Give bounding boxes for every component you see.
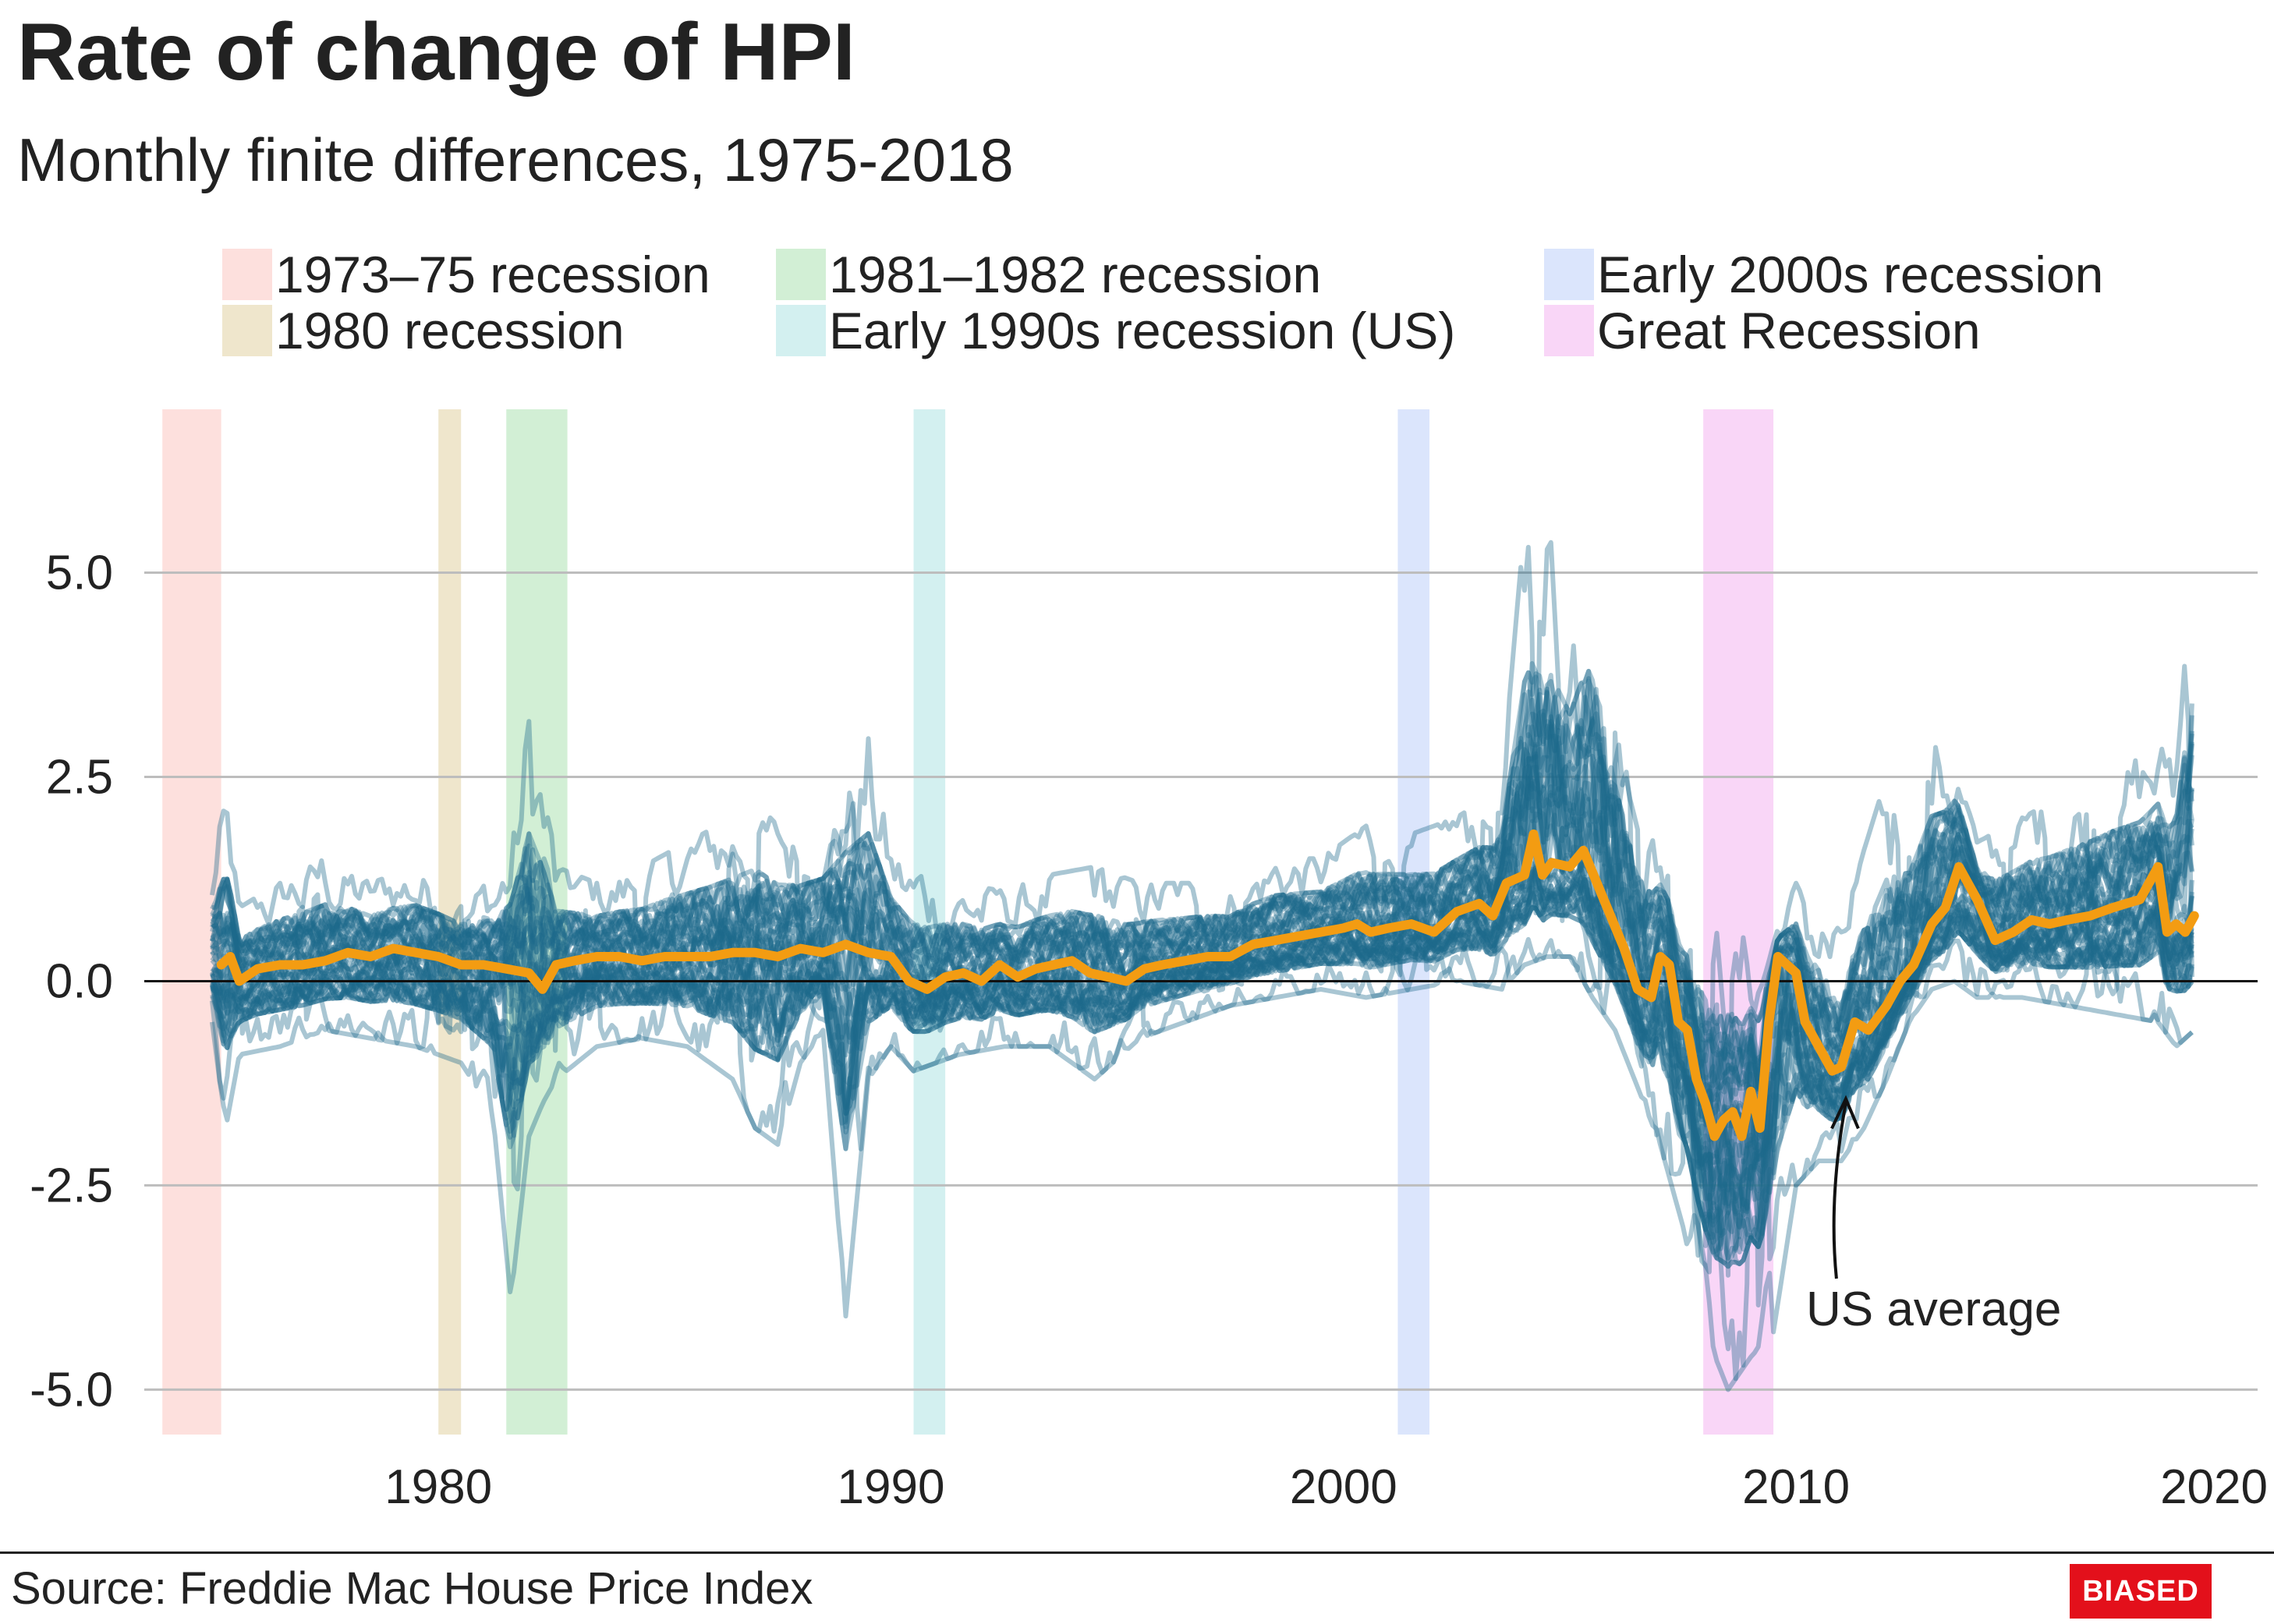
x-tick-label: 1990 [838, 1460, 945, 1514]
x-tick-label: 2020 [2160, 1460, 2268, 1514]
state-series-line [210, 661, 2194, 1092]
legend-item: 1973–75 recession [222, 246, 710, 303]
legend-swatch [776, 249, 826, 300]
state-series-line [210, 863, 2194, 1215]
state-series-line [210, 936, 2194, 1392]
state-series-line [210, 673, 2194, 1141]
recession-band [913, 409, 946, 1435]
state-series-line [211, 695, 2194, 1097]
state-series-line [211, 868, 2194, 1229]
legend-swatch [776, 305, 826, 356]
state-series-line [210, 861, 2194, 1233]
state-series-line [210, 747, 2194, 1120]
state-series-line [210, 670, 2194, 1035]
state-series-line [210, 897, 2194, 1269]
x-tick-label: 2000 [1290, 1460, 1397, 1514]
legend-label: Early 1990s recession (US) [829, 302, 1456, 359]
state-series-line [211, 668, 2194, 1076]
state-series-line [210, 890, 2194, 1258]
recession-band [1703, 409, 1774, 1435]
state-series-line [210, 724, 2194, 1116]
publisher-logo: BIASED [2070, 1564, 2212, 1619]
hpi-chart: 5.0 2.5 0.0 -2.5 -5.0 1980 1990 2000 2010 2020 U… [30, 409, 2268, 1514]
state-series-line [210, 690, 2194, 1141]
legend-item: Early 2000s recession [1544, 246, 2103, 303]
legend-swatch [1544, 305, 1594, 356]
state-series-line [210, 869, 2194, 1255]
legend-swatch [1544, 249, 1594, 300]
state-series-line [210, 862, 2194, 1250]
legend-item: 1981–1982 recession [776, 246, 1321, 303]
state-series-line [210, 540, 2194, 1278]
annotation-label: US average [1806, 1283, 2061, 1336]
chart-title: Rate of change of HPI [17, 7, 855, 97]
legend: 1973–75 recession 1980 recession 1981–1982… [0, 0, 2274, 374]
state-series-line [210, 848, 2194, 1208]
state-series-line [210, 712, 2194, 1095]
state-series-line [211, 882, 2194, 1267]
legend-label: 1980 recession [275, 302, 625, 359]
state-series-line [210, 859, 2194, 1214]
state-series-line [211, 686, 2194, 1106]
legend-label: Early 2000s recession [1597, 246, 2104, 303]
state-series-line [210, 780, 2192, 1169]
source-note: Source: Freddie Mac House Price Index [11, 1563, 813, 1614]
legend-item: Early 1990s recession (US) [776, 302, 1456, 359]
y-tick-label: 5.0 [46, 547, 113, 600]
legend-item: Great Recession [1544, 302, 1981, 359]
legend-item: 1980 recession [222, 302, 625, 359]
recession-band [438, 409, 462, 1435]
footer-rule [0, 1551, 2274, 1554]
recession-band [506, 409, 568, 1435]
annotation-arrow [1832, 1102, 1847, 1279]
legend-label: 1981–1982 recession [829, 246, 1322, 303]
chart-subtitle: Monthly finite differences, 1975-2018 [17, 126, 1014, 194]
y-tick-label: -5.0 [30, 1363, 113, 1417]
state-series-line [211, 773, 2194, 1159]
state-series-line [210, 885, 2194, 1264]
state-series-line [210, 708, 2194, 1109]
y-tick-label: 0.0 [46, 954, 113, 1008]
legend-swatch [222, 305, 272, 356]
state-series-line [210, 874, 2194, 1236]
legend-label: Great Recession [1597, 302, 1981, 359]
state-series-line [210, 681, 2194, 1100]
state-series-line [211, 857, 2194, 1217]
x-tick-label: 1980 [384, 1460, 492, 1514]
state-series-line [211, 695, 2194, 1084]
y-tick-label: -2.5 [30, 1159, 113, 1212]
state-series-line [210, 742, 2194, 1382]
y-tick-label: 2.5 [46, 751, 113, 805]
x-tick-label: 2010 [1742, 1460, 1850, 1514]
state-series-line [211, 886, 2194, 1269]
legend-swatch [222, 249, 272, 300]
annotation-arrowhead [1830, 1095, 1860, 1130]
state-series-line [210, 797, 2194, 1190]
state-series-line [210, 892, 2193, 1265]
state-series-line [210, 861, 2194, 1209]
us-average-line [216, 829, 2199, 1141]
legend-label: 1973–75 recession [275, 246, 710, 303]
state-series-line [210, 844, 2194, 1201]
recession-band [162, 409, 221, 1435]
